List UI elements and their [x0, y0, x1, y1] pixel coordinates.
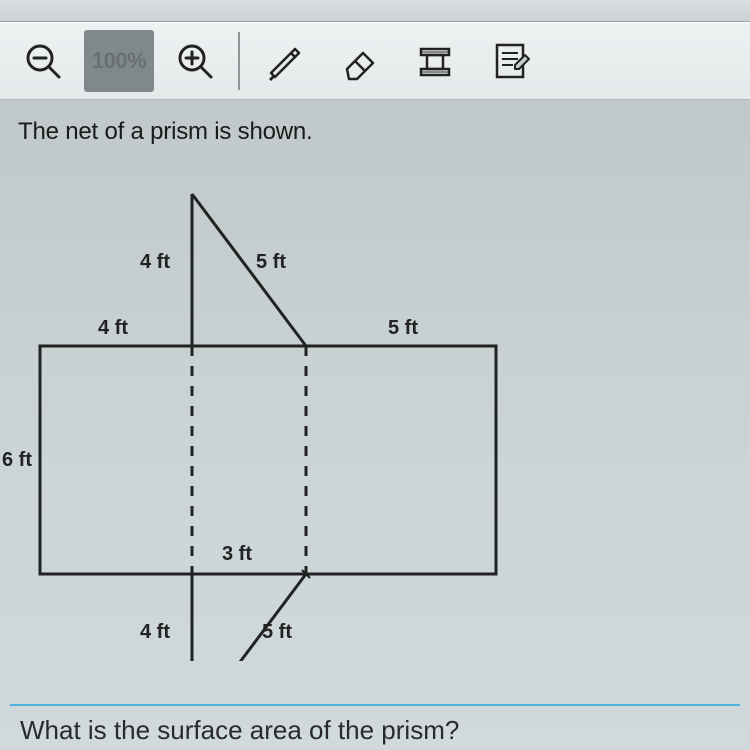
toolbar-divider [238, 32, 240, 90]
stamp-icon [413, 39, 457, 83]
label-tri-bot-right: 5 ft [262, 621, 292, 644]
label-rect-top-right: 5 ft [388, 317, 418, 340]
zoom-level-label: 100% [92, 48, 146, 74]
prism-net-diagram: 4 ft 5 ft 4 ft 5 ft 6 ft 3 ft 4 ft 5 ft [18, 181, 578, 661]
viewer-toolbar: 100% [0, 22, 750, 100]
section-divider [10, 704, 740, 706]
notes-icon [489, 39, 533, 83]
zoom-level-display[interactable]: 100% [84, 30, 154, 92]
label-dash-bottom: 3 ft [222, 543, 252, 566]
label-rect-left: 6 ft [2, 449, 32, 472]
highlighter-icon [261, 39, 305, 83]
zoom-out-button[interactable] [8, 30, 78, 92]
question-text: What is the surface area of the prism? [20, 715, 459, 746]
label-tri-bot-left: 4 ft [140, 621, 170, 644]
zoom-in-icon [173, 39, 217, 83]
zoom-in-button[interactable] [160, 30, 230, 92]
label-tri-top-left: 4 ft [140, 251, 170, 274]
eraser-icon [337, 39, 381, 83]
zoom-out-icon [21, 39, 65, 83]
stamp-button[interactable] [400, 30, 470, 92]
label-tri-top-right: 5 ft [256, 251, 286, 274]
content-area: The net of a prism is shown. [0, 100, 750, 750]
problem-prompt: The net of a prism is shown. [18, 118, 730, 146]
window-titlebar-strip [0, 0, 750, 22]
highlighter-button[interactable] [248, 30, 318, 92]
eraser-button[interactable] [324, 30, 394, 92]
notes-button[interactable] [476, 30, 546, 92]
label-rect-top-left: 4 ft [98, 317, 128, 340]
